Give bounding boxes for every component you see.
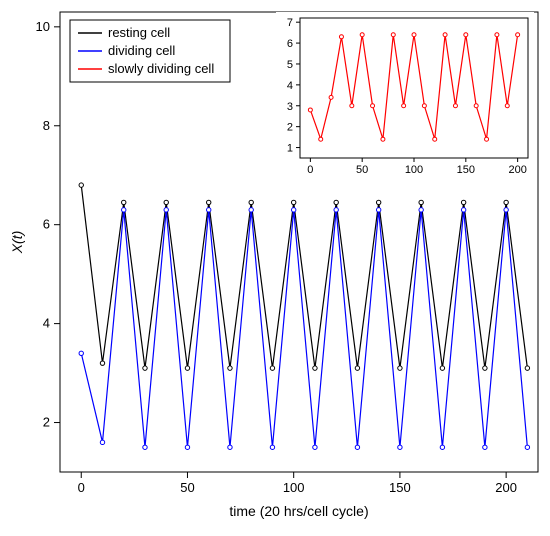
- series-point: [313, 366, 317, 370]
- inset-series-point: [485, 137, 489, 141]
- inset-ytick-label: 7: [287, 17, 293, 29]
- inset-ytick-label: 3: [287, 101, 293, 113]
- series-point: [525, 366, 529, 370]
- series-point: [143, 366, 147, 370]
- inset-series-point: [495, 33, 499, 37]
- inset-series-point: [329, 95, 333, 99]
- series-point: [525, 445, 529, 449]
- main-xtick-label: 150: [389, 480, 411, 495]
- series-point: [164, 208, 168, 212]
- inset-series-point: [308, 108, 312, 112]
- inset-xtick-label: 150: [457, 164, 475, 176]
- series-point: [483, 366, 487, 370]
- inset-series-point: [464, 33, 468, 37]
- series-point: [461, 208, 465, 212]
- inset-series-point: [443, 33, 447, 37]
- series-point: [355, 445, 359, 449]
- inset-series-point: [319, 137, 323, 141]
- inset-series-point: [371, 104, 375, 108]
- series-point: [313, 445, 317, 449]
- inset-ytick-label: 5: [287, 59, 293, 71]
- series-point: [270, 366, 274, 370]
- series-point: [207, 208, 211, 212]
- inset-series-point: [350, 104, 354, 108]
- chart-container: 050100150200246810time (20 hrs/cell cycl…: [0, 0, 550, 536]
- inset-xtick-label: 50: [356, 164, 368, 176]
- main-xtick-label: 0: [78, 480, 85, 495]
- inset-xtick-label: 200: [508, 164, 526, 176]
- inset-ytick-label: 2: [287, 122, 293, 134]
- series-point: [249, 200, 253, 204]
- series-point: [398, 366, 402, 370]
- main-xlabel: time (20 hrs/cell cycle): [229, 503, 368, 519]
- inset-series-point: [412, 33, 416, 37]
- series-point: [164, 200, 168, 204]
- inset-series-point: [391, 33, 395, 37]
- series-point: [228, 366, 232, 370]
- inset-xtick-label: 0: [307, 164, 313, 176]
- inset-ytick-label: 6: [287, 38, 293, 50]
- series-point: [100, 440, 104, 444]
- series-point: [207, 200, 211, 204]
- series-point: [334, 200, 338, 204]
- inset-series-point: [422, 104, 426, 108]
- series-point: [440, 366, 444, 370]
- series-point: [100, 361, 104, 365]
- inset-frame: [300, 18, 528, 158]
- series-point: [291, 208, 295, 212]
- inset-series-point: [453, 104, 457, 108]
- series-point: [504, 200, 508, 204]
- series-point: [122, 208, 126, 212]
- inset-series-point: [339, 35, 343, 39]
- series-point: [398, 445, 402, 449]
- inset-series-point: [381, 137, 385, 141]
- series-point: [79, 351, 83, 355]
- series-point: [483, 445, 487, 449]
- series-point: [228, 445, 232, 449]
- series-point: [291, 200, 295, 204]
- main-ylabel: X(t): [9, 231, 25, 255]
- inset-ytick-label: 1: [287, 143, 293, 155]
- inset-series-point: [402, 104, 406, 108]
- series-point: [355, 366, 359, 370]
- main-xtick-label: 50: [180, 480, 194, 495]
- inset-series-point: [433, 137, 437, 141]
- series-point: [185, 366, 189, 370]
- main-ytick-label: 6: [43, 217, 50, 232]
- series-point: [376, 208, 380, 212]
- main-xtick-label: 200: [495, 480, 517, 495]
- series-point: [419, 208, 423, 212]
- series-point: [376, 200, 380, 204]
- main-ytick-label: 10: [36, 19, 50, 34]
- main-ytick-label: 2: [43, 415, 50, 430]
- inset-xtick-label: 100: [405, 164, 423, 176]
- series-point: [419, 200, 423, 204]
- series-point: [122, 200, 126, 204]
- legend-label: dividing cell: [108, 43, 175, 58]
- series-point: [461, 200, 465, 204]
- series-point: [185, 445, 189, 449]
- main-ytick-label: 8: [43, 118, 50, 133]
- series-point: [143, 445, 147, 449]
- series-point: [504, 208, 508, 212]
- main-xtick-label: 100: [283, 480, 305, 495]
- main-ytick-label: 4: [43, 316, 50, 331]
- legend-label: slowly dividing cell: [108, 61, 214, 76]
- series-point: [249, 208, 253, 212]
- series-point: [440, 445, 444, 449]
- series-point: [270, 445, 274, 449]
- series-point: [334, 208, 338, 212]
- inset-series-point: [516, 33, 520, 37]
- inset-series-point: [505, 104, 509, 108]
- inset-series-point: [360, 33, 364, 37]
- inset-ytick-label: 4: [287, 80, 293, 92]
- series-point: [79, 183, 83, 187]
- legend-label: resting cell: [108, 25, 170, 40]
- chart-svg: 050100150200246810time (20 hrs/cell cycl…: [0, 0, 550, 536]
- inset-series-point: [474, 104, 478, 108]
